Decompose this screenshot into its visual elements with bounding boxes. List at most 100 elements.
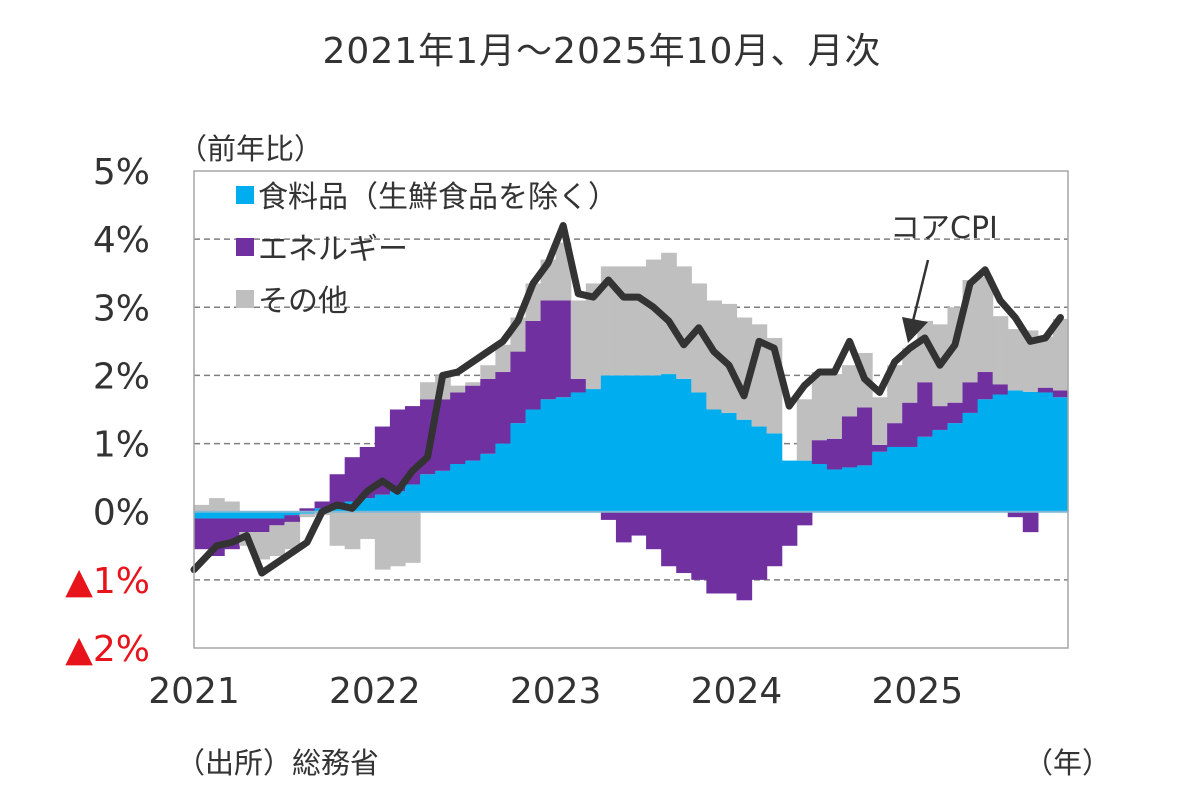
bar-food [1037, 392, 1054, 512]
bar-food [811, 464, 828, 512]
bar-food [1052, 397, 1069, 512]
bar-food [1022, 391, 1039, 512]
bar-other [450, 385, 466, 393]
bar-food [495, 443, 512, 512]
bar-other [691, 283, 707, 393]
bar-other [284, 521, 301, 550]
bar-energy [796, 511, 813, 526]
bar-food [284, 511, 301, 516]
bar-energy [676, 511, 692, 574]
bar-energy [615, 511, 632, 543]
bar-food [194, 511, 210, 519]
bar-energy [917, 382, 933, 437]
bar-energy [721, 511, 738, 594]
bar-food [299, 511, 316, 514]
bar-food [706, 409, 723, 512]
bar-food [269, 511, 286, 519]
bar-other [269, 525, 286, 557]
bar-other [495, 344, 512, 373]
bar-energy [239, 518, 255, 533]
x-tick-label: 2022 [329, 671, 421, 712]
bar-energy [389, 409, 406, 492]
chart-title: 2021年1月～2025年10月、月次 [322, 31, 882, 72]
y-axis-unit-label: （前年比） [178, 132, 324, 166]
x-tick-label: 2021 [148, 671, 240, 712]
x-tick-label: 2024 [691, 671, 783, 712]
bar-other [826, 374, 843, 439]
bar-energy [1052, 390, 1069, 398]
bar-food [585, 389, 602, 512]
bar-food [555, 397, 572, 512]
bar-food [661, 374, 677, 512]
bar-other [359, 511, 376, 539]
bar-other [811, 372, 828, 441]
bar-food [1007, 390, 1024, 512]
bar-food [932, 429, 949, 512]
bar-energy [450, 392, 466, 465]
bar-food [721, 412, 738, 512]
bar-other [841, 365, 858, 417]
bar-other [887, 365, 903, 424]
bar-food [902, 446, 918, 512]
bar-food [465, 460, 481, 512]
legend-label-energy: エネルギー [258, 232, 408, 267]
bar-other [420, 382, 436, 400]
bar-other [254, 532, 270, 560]
legend-label-other: その他 [258, 284, 348, 319]
bar-energy [194, 518, 210, 550]
y-tick-label: 5% [93, 152, 150, 193]
bar-food [631, 375, 647, 512]
bar-other [194, 504, 210, 512]
bar-food [826, 469, 843, 512]
bar-energy [1037, 387, 1054, 393]
bar-food [359, 498, 376, 512]
y-tick-label: 3% [93, 288, 150, 329]
bar-other [585, 283, 602, 390]
bar-other [209, 498, 225, 512]
bar-food [857, 465, 873, 512]
bar-energy [284, 515, 301, 522]
bar-food [736, 419, 753, 512]
bar-food [676, 378, 692, 512]
bar-energy [631, 511, 647, 536]
bar-food [420, 474, 436, 512]
bar-food [766, 433, 783, 512]
core-cpi-line [190, 222, 1064, 577]
bar-food [947, 423, 964, 512]
bar-other [676, 266, 692, 379]
bar-food [389, 491, 406, 512]
bar-food [254, 511, 270, 519]
bar-other [1007, 329, 1024, 391]
x-tick-label: 2023 [510, 671, 602, 712]
bar-other [992, 316, 1009, 385]
x-tick-label: 2025 [871, 671, 963, 712]
bar-energy [329, 474, 346, 505]
bar-other [224, 501, 240, 512]
bar-food [917, 436, 933, 512]
bar-energy [540, 300, 557, 400]
bar-other [1037, 336, 1054, 388]
bar-food [615, 375, 632, 512]
bar-food [209, 511, 225, 519]
bar-food [450, 464, 466, 512]
bar-energy [766, 511, 783, 567]
bar-energy [691, 511, 707, 580]
bar-energy [887, 423, 903, 447]
bar-energy [555, 300, 572, 398]
bars-layer [194, 242, 1069, 601]
bar-other [480, 365, 496, 379]
bar-other [796, 399, 813, 461]
bar-energy [781, 511, 798, 546]
bar-energy [570, 378, 587, 393]
y-tick-label: 1% [93, 425, 150, 466]
y-tick-label: ▲2% [65, 629, 150, 670]
ticks-layer: 5% 4% 3% 2% 1% 0% ▲1% ▲2%2021 2022 2023 2024 2025 [65, 152, 963, 712]
bar-other [389, 511, 406, 567]
bar-energy [254, 518, 270, 533]
bar-food [224, 511, 240, 519]
legend-swatch-energy [236, 238, 254, 256]
bar-other [299, 513, 316, 518]
bar-energy [947, 402, 964, 424]
bar-other [631, 266, 647, 376]
core-cpi-line-layer [190, 222, 1064, 577]
